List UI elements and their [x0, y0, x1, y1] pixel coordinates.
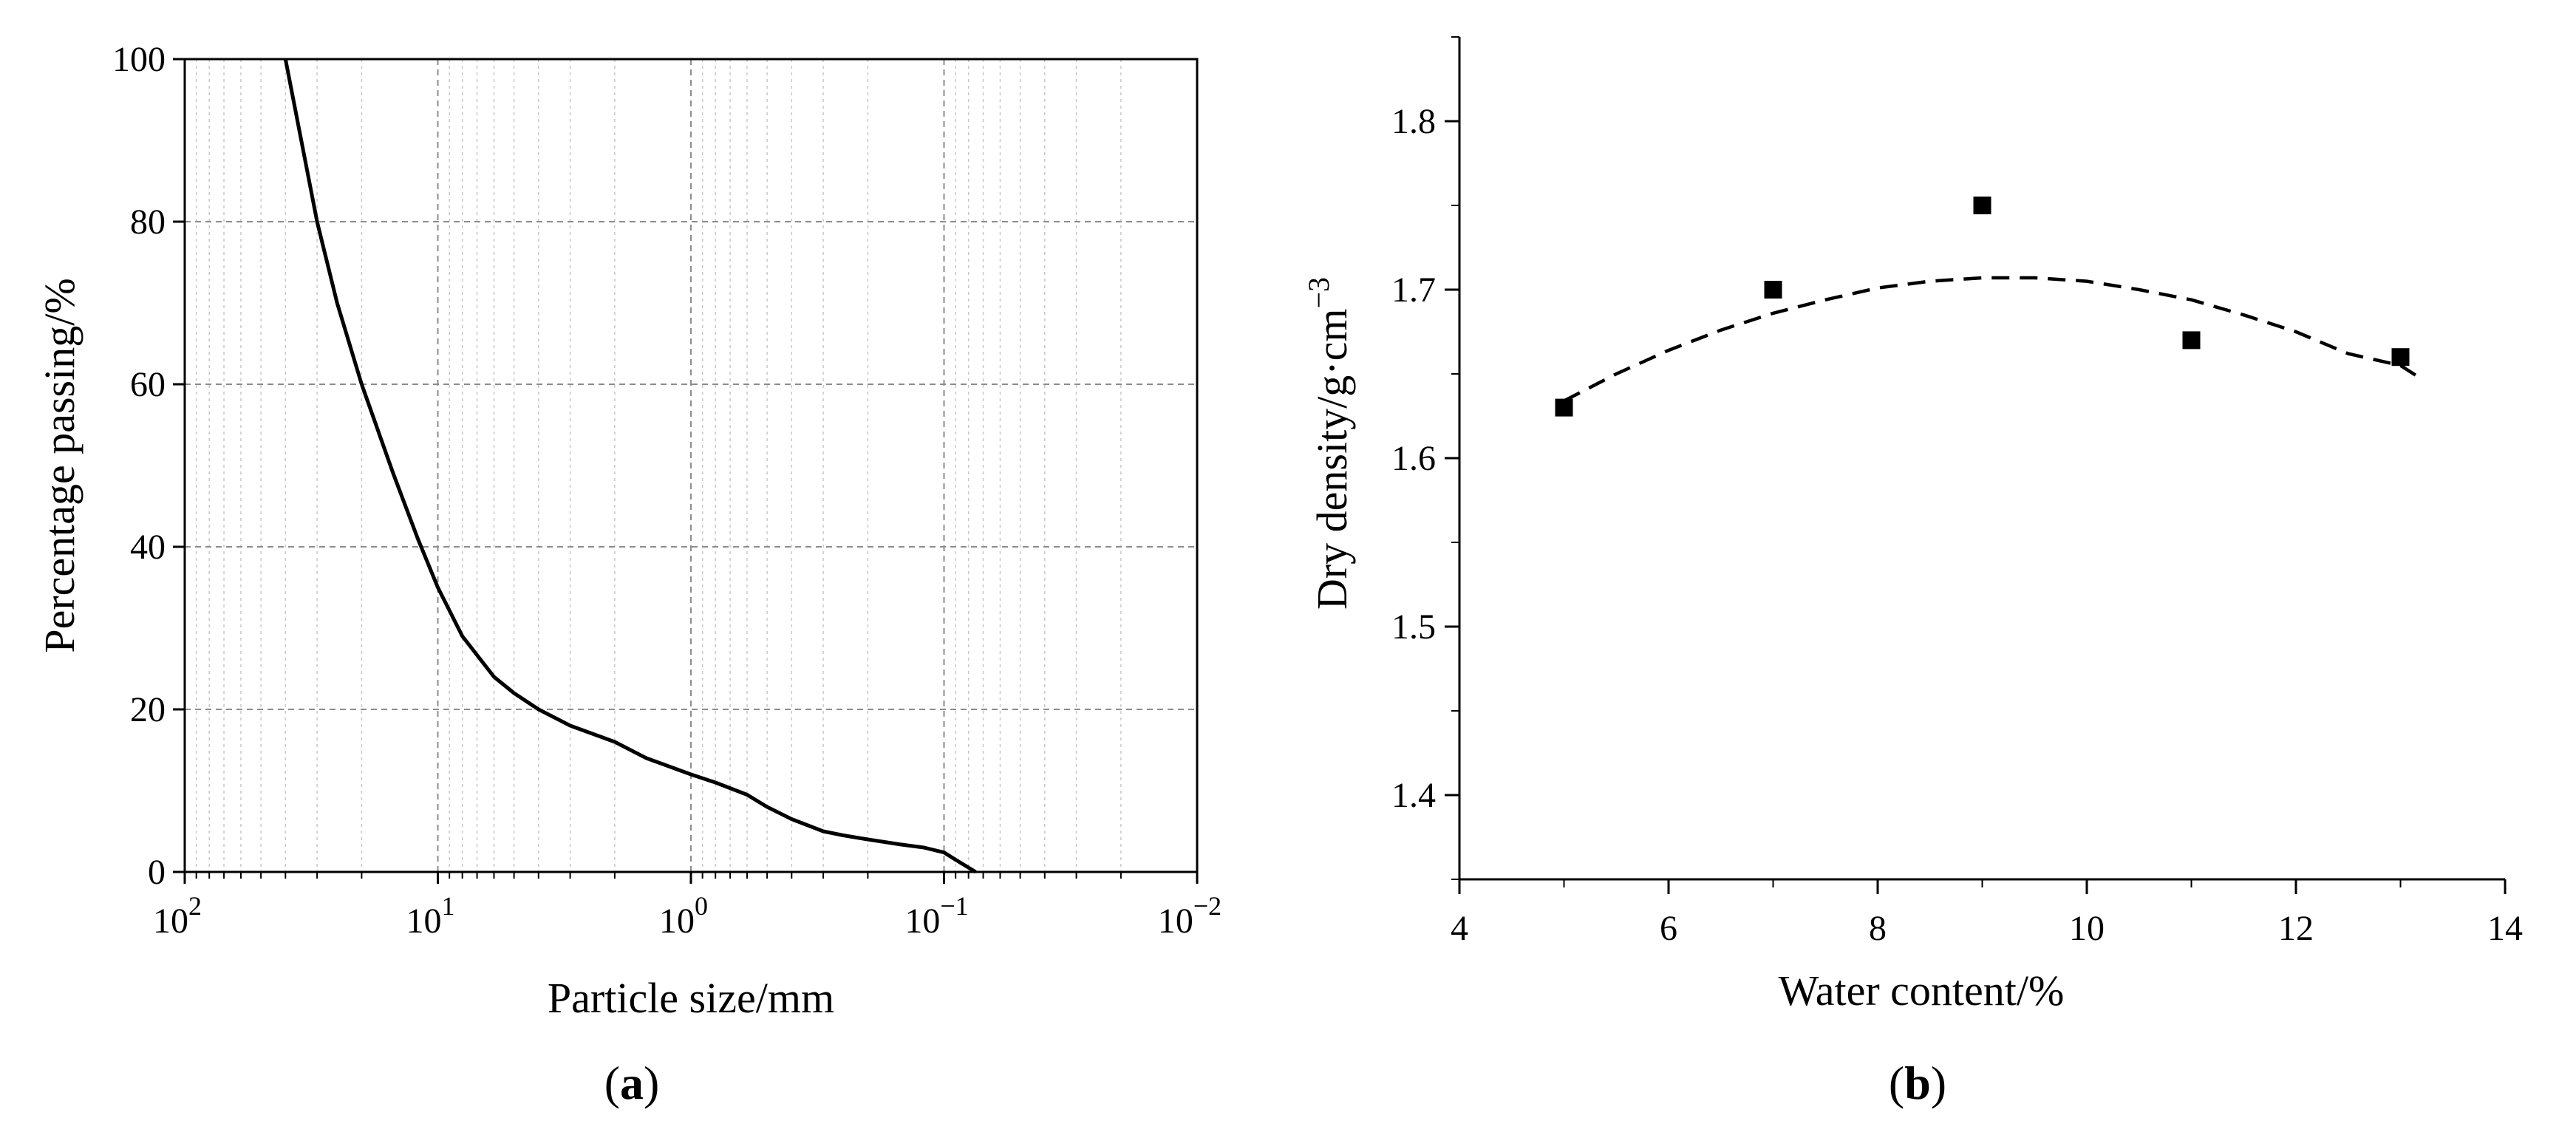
chart-a-y-tick-label: 20 — [130, 690, 166, 729]
chart-b-data-point — [2391, 348, 2410, 367]
chart-a-y-tick-label: 0 — [148, 853, 166, 892]
chart-b-x-tick-label: 12 — [2278, 909, 2314, 948]
chart-a-grading-curve — [283, 58, 977, 874]
chart-b-y-tick-label: 1.8 — [1391, 102, 1436, 141]
chart-b-fit-curve — [1563, 276, 2423, 403]
chart-b-series — [1555, 197, 2423, 417]
chart-b-y-axis-label: Dry density/g·cm−3 — [1302, 277, 1356, 610]
chart-a-x-tick-label: 10−1 — [904, 891, 968, 941]
chart-a-panel-label: (a) — [604, 1057, 660, 1109]
chart-b-x-tick-label: 8 — [1869, 909, 1887, 948]
chart-a-y-tick-label: 100 — [112, 40, 166, 79]
chart-a-grid — [184, 58, 1198, 873]
chart-b-data-point — [1555, 398, 1573, 417]
chart-a-x-axis-label: Particle size/mm — [548, 974, 834, 1022]
chart-a-y-tick-label: 40 — [130, 528, 166, 567]
chart-b-data-point — [1973, 197, 1991, 214]
chart-a-y-tick-label: 80 — [130, 202, 166, 242]
chart-b-panel-label: (b) — [1889, 1057, 1946, 1109]
chart-b-data-point — [2182, 331, 2201, 350]
chart-a-series — [283, 58, 977, 874]
chart-b-y-axis-label-main: Dry density/g·cm — [1308, 309, 1356, 610]
chart-a-ticks: 102 101 100 10−1 10−2 0 20 40 60 80 100 — [112, 40, 1221, 941]
chart-a: 102 101 100 10−1 10−2 0 20 40 60 80 100 Particle s… — [35, 40, 1221, 1109]
chart-b-y-axis-label-exp: −3 — [1302, 277, 1335, 309]
chart-b-x-tick-label: 14 — [2487, 909, 2523, 948]
chart-a-y-axis-label: Percentage passing/% — [35, 278, 84, 652]
chart-b-y-tick-label: 1.4 — [1391, 776, 1436, 815]
chart-b-axes — [1458, 37, 2505, 881]
chart-b-ticks: 4 6 8 10 12 14 1.4 1.5 1.6 1.7 1.8 — [1391, 36, 2523, 948]
chart-b-data-point — [1764, 281, 1782, 299]
chart-b-y-tick-label: 1.6 — [1391, 439, 1436, 478]
chart-b-x-tick-label: 4 — [1451, 909, 1468, 948]
chart-a-x-tick-label: 102 — [153, 891, 202, 941]
chart-b-y-tick-label: 1.5 — [1391, 607, 1436, 647]
chart-a-x-tick-label: 100 — [659, 891, 708, 941]
chart-a-y-tick-label: 60 — [130, 365, 166, 404]
chart-b-y-tick-label: 1.7 — [1391, 270, 1436, 310]
chart-b-x-axis-label: Water content/% — [1779, 967, 2065, 1015]
chart-a-x-tick-label: 101 — [406, 891, 455, 941]
chart-a-x-tick-label: 10−2 — [1158, 891, 1221, 941]
chart-b-x-tick-label: 10 — [2069, 909, 2105, 948]
chart-b: 4 6 8 10 12 14 1.4 1.5 1.6 1.7 1.8 Water content/%… — [1302, 36, 2523, 1109]
chart-b-x-tick-label: 6 — [1660, 909, 1677, 948]
